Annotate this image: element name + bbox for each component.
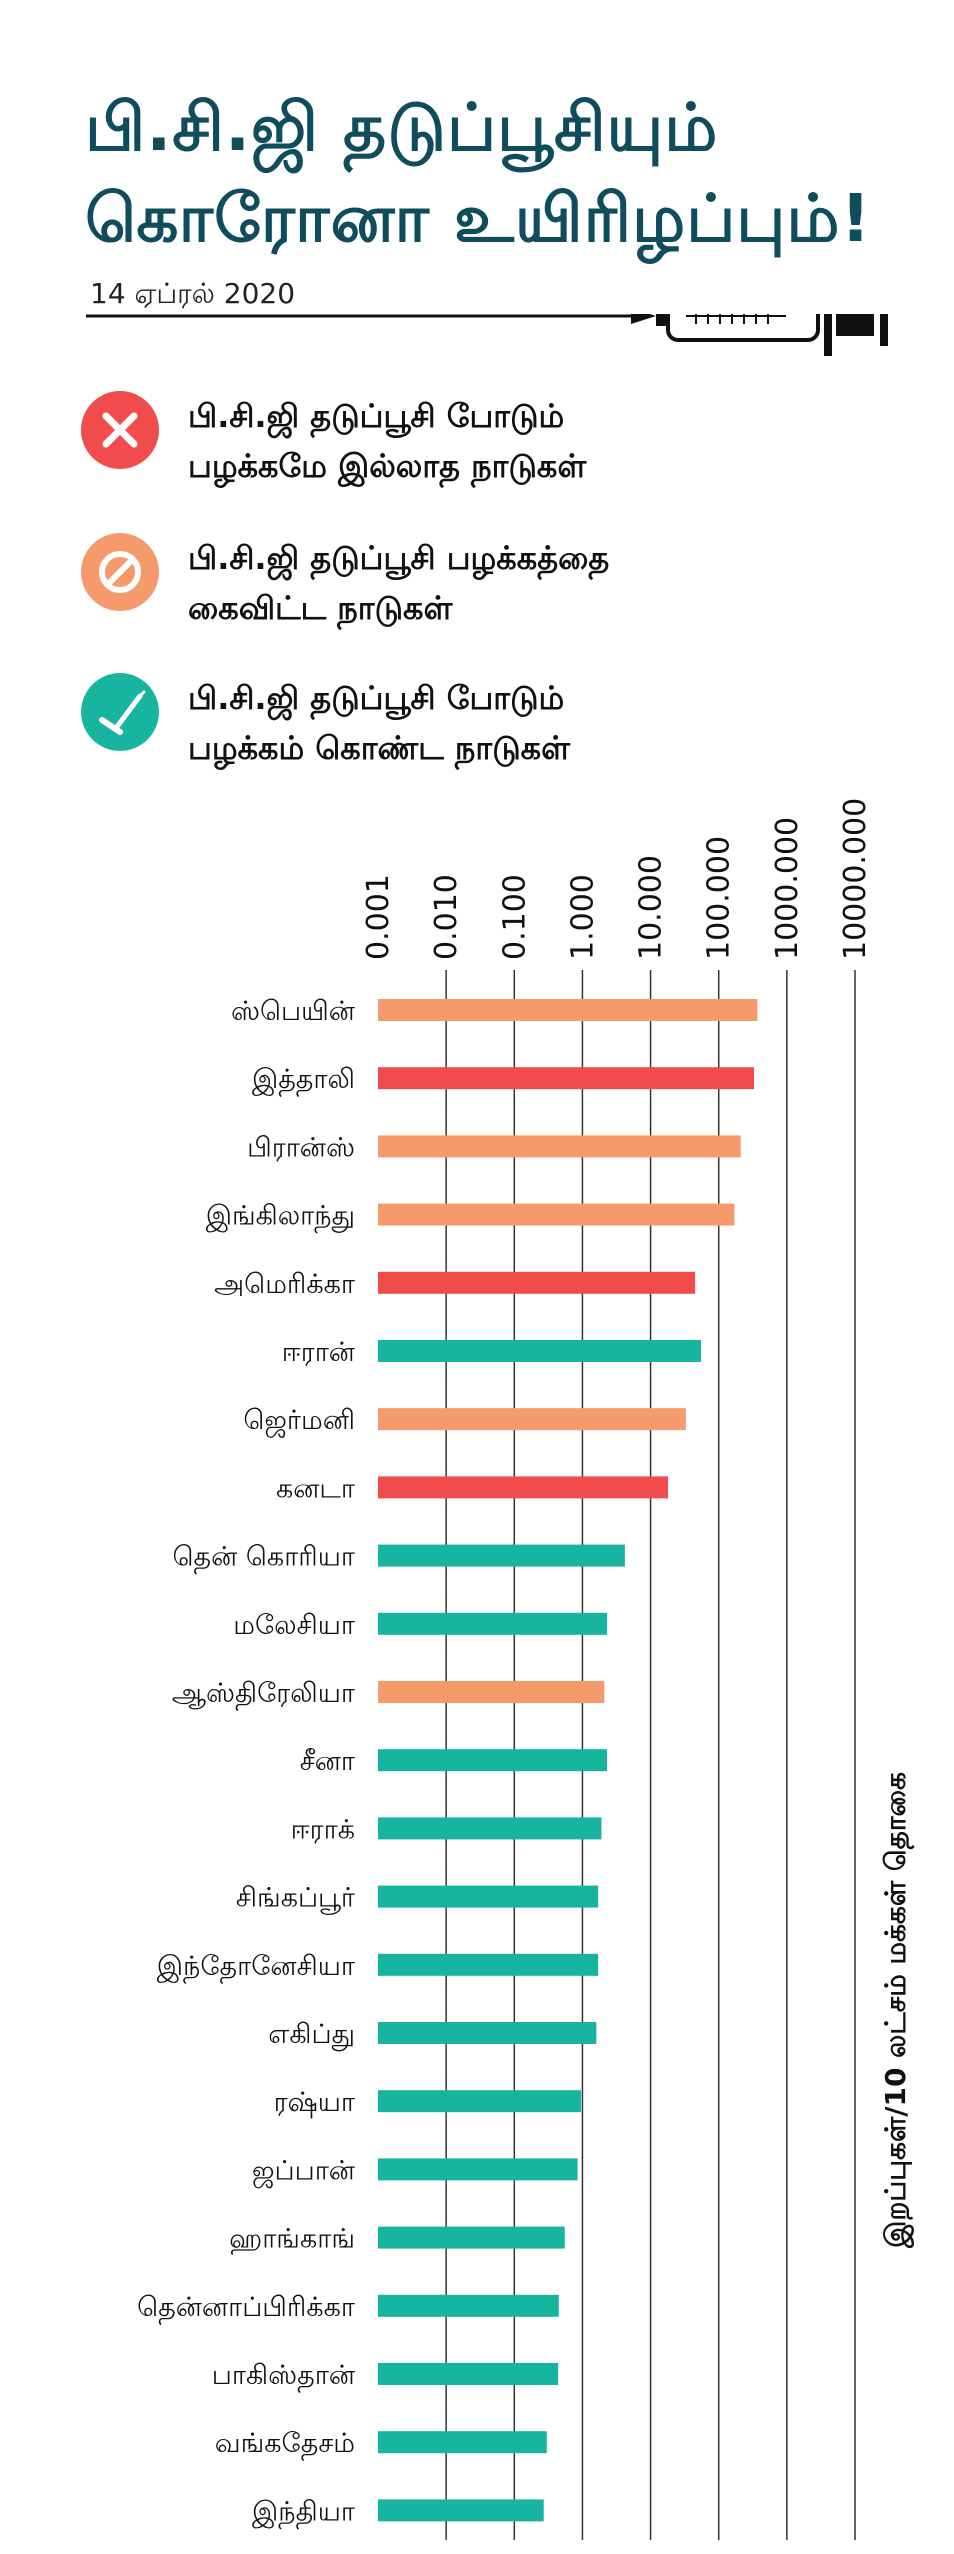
x-tick-label: 0.010 [429,874,464,960]
bar [378,2090,581,2113]
bar [378,2226,565,2249]
bar [378,1681,605,1703]
x-axis-title: இறப்புகள்/10 லட்சம் மக்கள் தொகை [879,1772,915,2249]
legend-label-never: பி.சி.ஜி தடுப்பூசி போடும் பழக்கமே இல்லாத… [188,397,587,485]
bar [378,2294,559,2317]
bar [378,1340,702,1362]
bar [378,1612,608,1635]
bar [378,2499,544,2522]
bar [378,2363,559,2385]
category-label: ஜப்பான் [252,2155,355,2188]
x-tick-label: 10.000 [634,855,669,960]
title-line-2: கொரோனா உயிரிழப்பும்! [85,180,872,258]
category-label: பிரான்ஸ் [247,1132,355,1163]
bar [378,1817,602,1840]
category-label: பாகிஸ்தான் [212,2360,355,2393]
syringe-divider [86,314,888,356]
x-tick-label: 0.100 [497,874,532,960]
bar [378,999,758,1021]
x-tick-label: 100.000 [702,836,737,960]
legend-label-abandoned: பி.சி.ஜி தடுப்பூசி பழக்கத்தை கைவிட்ட நாட… [188,539,610,627]
category-label: அமெரிக்கா [214,1269,355,1300]
legend-item-abandoned: பி.சி.ஜி தடுப்பூசி பழக்கத்தை கைவிட்ட நாட… [80,532,680,632]
category-label: கனடா [276,1473,355,1504]
date-label: 14 ஏப்ரல் 2020 [90,277,296,310]
category-label: இந்தியா [252,2496,355,2529]
category-label: தென் கொரியா [173,1542,355,1575]
category-label: மலேசியா [233,1610,355,1641]
category-label: வங்கதேசம் [215,2428,355,2461]
category-label: ஹாங்காங் [229,2224,355,2256]
bar [378,1067,755,1090]
bar [378,1408,686,1431]
bar [378,1749,608,1772]
x-tick-label: 1000.000 [770,817,805,960]
ban-icon [81,533,159,611]
bar [378,1271,696,1294]
category-label: எகிப்து [268,2019,355,2051]
category-label: ஸ்பெயின் [231,996,355,1027]
legend-item-never: பி.சி.ஜி தடுப்பூசி போடும் பழக்கமே இல்லாத… [80,390,680,490]
category-label: இந்தோனேசியா [157,1951,355,1984]
category-label: இத்தாலி [252,1064,355,1097]
close-icon [81,391,159,469]
page-title: பி.சி.ஜி தடுப்பூசியும் கொரோனா உயிரிழப்பு… [85,82,885,264]
bar [378,1885,599,1908]
category-label: ஆஸ்திரேலியா [172,1678,355,1711]
syringe-icon [81,673,159,751]
legend-item-current: பி.சி.ஜி தடுப்பூசி போடும் பழக்கம் கொண்ட … [80,672,680,772]
bar [378,1544,625,1567]
x-tick-label: 0.001 [361,874,396,960]
category-label: ஈராக் [291,1814,355,1845]
bar-chart: 0.001 0.010 0.100 1.000 10.000 100.000 1000.00… [137,798,915,2540]
category-label: சீனா [300,1746,355,1777]
category-label: சிங்கப்பூர் [236,1883,355,1916]
title-line-1: பி.சி.ஜி தடுப்பூசியும் [85,89,719,166]
bar [378,2022,597,2044]
category-labels: ஸ்பெயின் இத்தாலி பிரான்ஸ் இங்கிலாந்து அமெரிக… [137,996,355,2529]
bar [378,1203,735,1226]
bar [378,1953,599,1976]
bar [378,1476,668,1499]
x-tick-label: 10000.000 [838,798,873,960]
category-label: ஜெர்மனி [243,1405,355,1438]
category-label: ஈரான் [282,1337,355,1368]
syringe-icon [631,314,888,356]
category-label: தென்னாப்பிரிக்கா [137,2292,355,2325]
category-label: இங்கிலாந்து [206,1201,355,1234]
bar [378,2431,547,2454]
bar [378,2158,578,2181]
x-tick-label: 1.000 [565,874,600,960]
bars [378,999,758,2522]
category-label: ரஷ்யா [274,2087,355,2119]
bar [378,1135,741,1158]
legend-label-current: பி.சி.ஜி தடுப்பூசி போடும் பழக்கம் கொண்ட … [188,679,570,767]
x-tick-labels: 0.001 0.010 0.100 1.000 10.000 100.000 1000.00… [361,798,873,960]
